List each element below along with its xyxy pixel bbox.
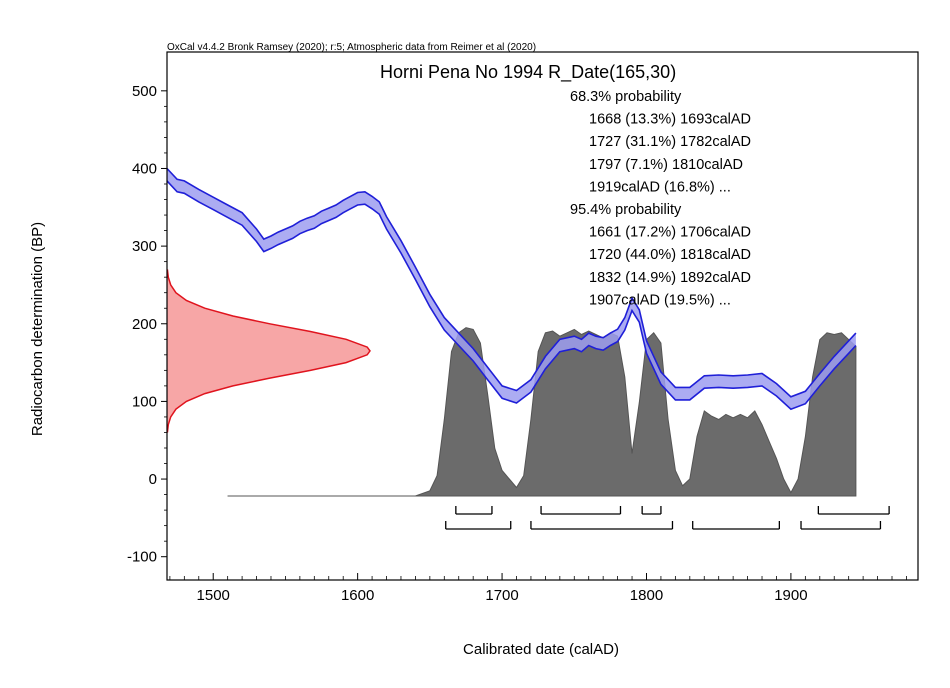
summary-line-6: 95.4% probability (570, 202, 682, 218)
summary-line-2: 1668 (13.3%) 1693calAD (589, 112, 751, 128)
summary-line-10: 1907calAD (19.5%) ... (589, 292, 731, 308)
summary-line-1: 68.3% probability (570, 89, 682, 105)
y-tick-label-500: 500 (132, 83, 157, 100)
summary-line-9: 1832 (14.9%) 1892calAD (589, 270, 751, 286)
measurement-distribution (166, 269, 371, 433)
range-bars (445, 506, 890, 530)
measurement-outline (166, 269, 371, 433)
calibration-lower-edge (166, 180, 857, 411)
x-tick-label-1800: 1800 (630, 587, 663, 604)
summary-line-5: 1919calAD (16.8%) ... (589, 179, 731, 195)
x-tick-label-1500: 1500 (197, 587, 230, 604)
y-tick-label--100: -100 (127, 549, 157, 566)
axes: 500 400 300 200 100 0 -100 1500 1600 1700 1800 1900 (127, 51, 919, 604)
x-tick-label-1900: 1900 (774, 587, 807, 604)
x-tick-label-1700: 1700 (485, 587, 518, 604)
plot-frame (166, 51, 919, 581)
summary-line-8: 1720 (44.0%) 1818calAD (589, 247, 751, 263)
y-tick-label-0: 0 (149, 471, 157, 488)
summary-line-7: 1661 (17.2%) 1706calAD (589, 225, 751, 241)
y-tick-label-100: 100 (132, 393, 157, 410)
y-tick-label-200: 200 (132, 316, 157, 333)
x-axis-label: Calibrated date (calAD) (463, 641, 619, 658)
summary-line-3: 1727 (31.1%) 1782calAD (589, 134, 751, 150)
calibration-curve (166, 167, 857, 411)
chart-title: Horni Pena No 1994 R_Date(165,30) (380, 62, 676, 83)
y-axis-label: Radiocarbon determination (BP) (29, 222, 46, 436)
measurement-area (167, 269, 370, 433)
summary-line-4: 1797 (7.1%) 1810calAD (589, 157, 743, 173)
probability-summary: 68.3% probability 1668 (13.3%) 1693calAD 1… (570, 89, 751, 308)
x-tick-label-1600: 1600 (341, 587, 374, 604)
calibration-upper-edge (166, 167, 857, 398)
y-tick-label-400: 400 (132, 160, 157, 177)
chart-credit: OxCal v4.4.2 Bronk Ramsey (2020); r:5; A… (167, 42, 536, 53)
y-tick-label-300: 300 (132, 238, 157, 255)
